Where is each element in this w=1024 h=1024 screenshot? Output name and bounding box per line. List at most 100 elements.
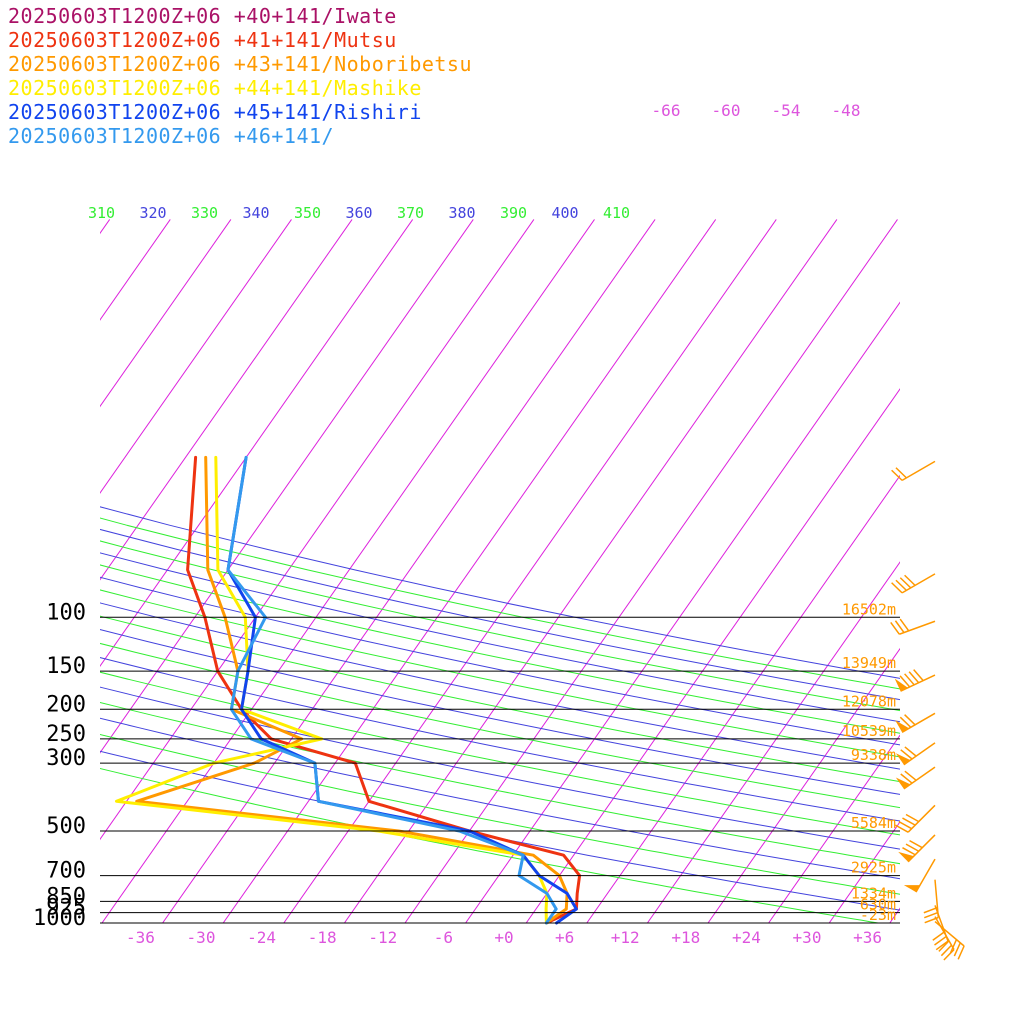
sounding-line [186,455,582,925]
legend-entry: 20250603T1200Z+06 +46+141/ [8,124,335,148]
wind-barb-feather [904,746,917,757]
isotherm-line [100,219,353,581]
height-label: 13949m [842,654,896,672]
pressure-label: 250 [46,722,86,747]
wind-barb-staff [901,573,936,594]
isotherm-line [343,219,838,923]
isotherm-line [525,388,900,923]
wind-barb-feather [940,944,953,957]
pressure-label: 700 [46,859,86,884]
dry-adiabat-line [100,657,900,822]
wind-barb-staff [915,858,936,893]
sounding-line [115,455,549,925]
wind-barb-feather [890,622,900,635]
x-tick-label: +0 [494,928,513,947]
isotherm-line [162,219,656,923]
wind-barb-feather [899,577,912,589]
x-tick-label: +18 [671,928,700,947]
wind-barb-feather [935,940,949,951]
wind-barb-feather [904,770,917,781]
height-label: 16502m [842,600,896,618]
pressure-label: 300 [46,746,86,771]
pressure-label: 500 [46,814,86,839]
wind-barb [903,858,936,893]
theta-label: 390 [500,204,527,222]
x-tick-label: +30 [793,928,822,947]
wind-barb-feather [891,469,903,481]
wind-barb-pennant [894,678,908,692]
wind-barb-feather [934,935,947,946]
legend-entry: 20250603T1200Z+06 +40+141/Iwate [8,4,397,28]
theta-label: 360 [346,204,373,222]
wind-barb-pennant [895,753,911,765]
dry-adiabat-line [100,717,900,880]
wind-barb-feather [908,671,920,684]
legend-entry: 20250603T1200Z+06 +45+141/Rishiri [8,100,422,124]
isotherm-line [707,647,900,923]
sounding-line [135,455,569,925]
wind-barb [895,742,936,766]
pressure-label: 850 [46,884,86,909]
theta-label: 310 [88,204,115,222]
theta-label: 350 [294,204,321,222]
isotherm-line [101,219,595,923]
wind-barb [890,618,936,635]
wind-barb-staff [903,742,936,766]
isotherm-line [100,219,414,668]
height-label: 1334m [851,884,896,902]
isotherm-line [100,219,292,494]
upper-temp-label: -48 [832,101,861,120]
x-tick-label: +24 [732,928,761,947]
legend-entry: 20250603T1200Z+06 +43+141/Noboribetsu [8,52,473,76]
wind-barb-staff [934,916,955,950]
isotherm-line [222,219,717,923]
upper-temp-label: -54 [772,101,801,120]
theta-label: 370 [397,204,424,222]
isotherm-line [100,219,535,841]
wind-barb-feather [891,582,903,594]
dry-adiabat-line [100,671,900,836]
theta-label: 330 [191,204,218,222]
dry-adiabat-line [100,602,900,770]
wind-barb-feather [898,820,913,830]
wind-barb [898,834,936,863]
wind-barb-pennant [895,720,910,733]
pressure-label: 100 [46,600,86,625]
wind-barb-feather [943,949,955,961]
dry-adiabat-line [100,564,900,734]
theta-label: 320 [140,204,167,222]
upper-temp-label: -60 [712,101,741,120]
isotherm-line [586,474,900,923]
dry-adiabat-line [100,767,879,923]
legend: 20250603T1200Z+06 +40+141/Iwate 20250603… [8,4,472,148]
theta-label: 380 [449,204,476,222]
wind-barb-feather [900,773,913,784]
theta-label: 340 [243,204,270,222]
wind-barb-feather [904,714,916,726]
wind-barb-staff [899,620,936,635]
height-label: 12078m [842,692,896,710]
wind-barb-feather [953,942,961,957]
wind-barb-staff [903,766,936,790]
wind-barb-feather [924,911,939,919]
dry-adiabat-line [100,589,900,758]
wind-barb [934,916,955,961]
wind-barb-feather [902,847,916,856]
wind-barb [895,804,936,833]
dry-adiabat-line [100,576,900,746]
theta-label: 400 [552,204,579,222]
x-tick-label: -24 [247,928,276,947]
wind-barb-feather [902,817,916,826]
wind-barb-feather [894,620,905,633]
wind-barb-feather [900,749,913,760]
dry-adiabat-line [100,540,900,712]
height-label: 9338m [851,746,896,764]
wind-barb-pennant [898,851,914,862]
wind-barb-staff [901,460,936,482]
wind-barb-feather [905,843,920,852]
isotherm-line [768,734,900,923]
wind-barb-feather [904,574,916,586]
x-tick-label: +36 [853,928,882,947]
height-label: 10539m [842,722,896,740]
wind-barb-feather [895,467,907,479]
